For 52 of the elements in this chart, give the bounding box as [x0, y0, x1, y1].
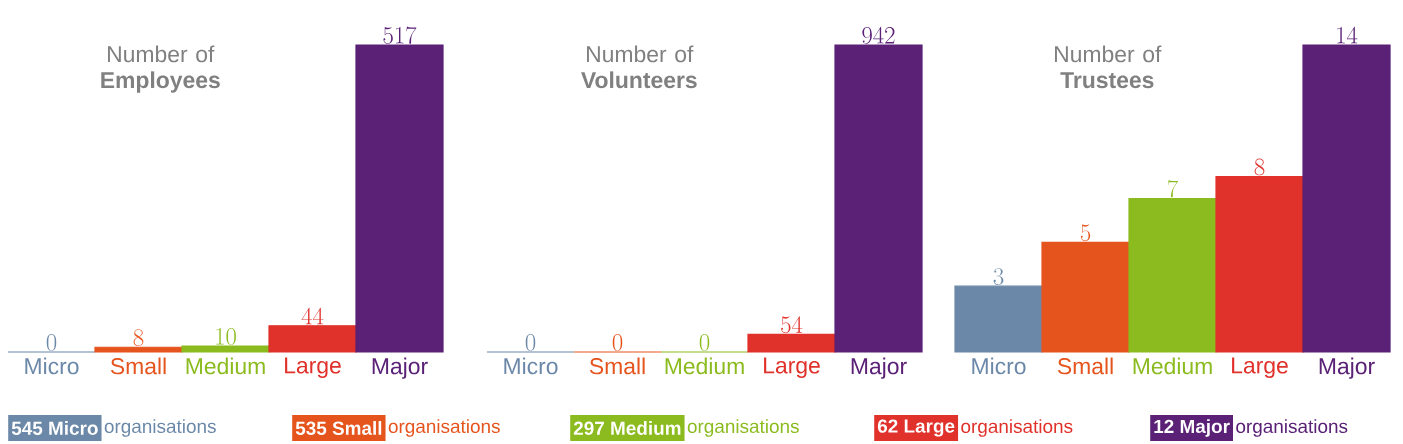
x-tick-label: Medium: [186, 357, 265, 375]
text: organisations: [1236, 419, 1348, 437]
data-label: 5: [1080, 224, 1091, 242]
text: 535 Small: [295, 421, 382, 435]
data-label: 7: [1167, 180, 1178, 198]
data-label: 54: [781, 316, 803, 334]
x-tick-label: Medium: [665, 357, 744, 375]
x-tick-label: Major: [851, 357, 907, 379]
bar: [181, 345, 270, 353]
text: organisations: [687, 419, 799, 437]
data-label: 0: [525, 334, 536, 351]
bar: [1302, 44, 1391, 353]
x-tick-label: Medium: [1133, 357, 1212, 375]
x-tick-label: Small: [110, 357, 166, 375]
data-label: 10: [216, 328, 236, 345]
x-tick-label: Micro: [25, 357, 79, 375]
data-label: 0: [46, 334, 57, 351]
x-tick-label: Small: [589, 357, 645, 375]
x-tick-label: Major: [372, 357, 428, 379]
data-label: 8: [1254, 158, 1265, 176]
bar: [1128, 197, 1217, 353]
data-label: 14: [1337, 26, 1358, 44]
x-tick-label: Major: [1319, 357, 1375, 379]
text: Number of Employees: [101, 45, 220, 93]
bar: [1041, 241, 1130, 353]
x-tick-label: Small: [1057, 357, 1113, 375]
text: organisations: [961, 419, 1073, 437]
text: 12 Major: [1154, 419, 1230, 437]
data-label: 3: [993, 268, 1004, 286]
data-label: 8: [133, 329, 144, 347]
text: 62 Large: [877, 419, 955, 437]
x-tick-label: Micro: [504, 357, 558, 375]
bar: [1215, 175, 1304, 353]
text: organisations: [388, 419, 500, 437]
x-tick-label: Large: [764, 357, 820, 379]
bar: [954, 285, 1043, 353]
bar: [94, 346, 183, 353]
data-label: 517: [383, 26, 417, 44]
x-tick-label: Large: [1232, 357, 1288, 379]
x-tick-label: Micro: [972, 357, 1026, 375]
bar: [268, 325, 357, 353]
text: 297 Medium: [573, 421, 681, 435]
data-label: 0: [699, 334, 710, 351]
data-label: 0: [612, 334, 623, 351]
data-label: 942: [862, 26, 895, 44]
bar: [355, 44, 444, 353]
text: 545 Micro: [11, 421, 98, 435]
data-label: 44: [301, 307, 324, 325]
chart-title: Number of Trustees: [1055, 45, 1162, 89]
x-tick-label: Large: [285, 357, 341, 379]
chart-title: Number of Volunteers: [581, 45, 697, 89]
text: organisations: [104, 419, 216, 437]
